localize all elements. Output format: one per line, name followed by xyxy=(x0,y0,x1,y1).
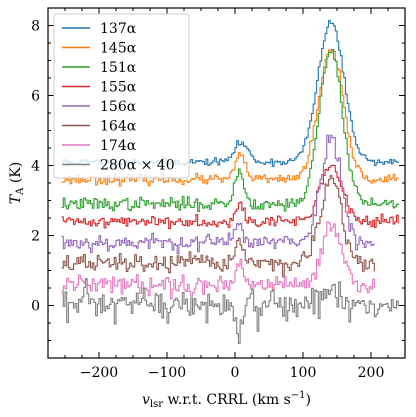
x-tick-label: 100 xyxy=(290,365,317,381)
y-tick-label: 6 xyxy=(31,89,40,105)
x-tick-label: −100 xyxy=(148,365,186,381)
x-axis-label: vlsr w.r.t. CRRL (km s−1) xyxy=(142,390,311,410)
x-tick-label: −200 xyxy=(80,365,118,381)
legend-entry: 280α × 40 xyxy=(100,158,175,174)
x-tick-label: 0 xyxy=(231,365,240,381)
y-tick-label: 8 xyxy=(31,19,40,35)
legend-box xyxy=(53,13,190,179)
series-line-1 xyxy=(61,49,399,187)
series-line-5 xyxy=(61,175,375,278)
x-tick-label: 200 xyxy=(358,365,385,381)
legend-entry: 145α xyxy=(100,41,137,57)
legend-entry: 155α xyxy=(100,80,137,96)
legend-entry: 174α xyxy=(100,138,137,154)
y-tick-label: 0 xyxy=(31,299,40,315)
series-layer xyxy=(61,19,399,344)
series-line-6 xyxy=(61,221,375,300)
y-axis-label: TA (K) xyxy=(8,162,26,204)
legend-entry: 137α xyxy=(100,21,137,37)
ticks-layer: −200 −100 0 100 200 0 2 4 6 8 xyxy=(31,8,406,381)
legend-entry: 151α xyxy=(100,60,137,76)
series-line-7 xyxy=(61,278,399,344)
legend: 137α 145α 151α 155α 156α 164α 174α 280α × 40 xyxy=(53,13,190,179)
legend-entry: 156α xyxy=(100,99,137,115)
series-line-4 xyxy=(61,134,375,255)
legend-entry: 164α xyxy=(100,119,137,135)
y-tick-label: 4 xyxy=(31,159,40,175)
series-line-3 xyxy=(61,164,399,230)
series-line-2 xyxy=(61,49,399,212)
y-tick-label: 2 xyxy=(31,229,40,245)
